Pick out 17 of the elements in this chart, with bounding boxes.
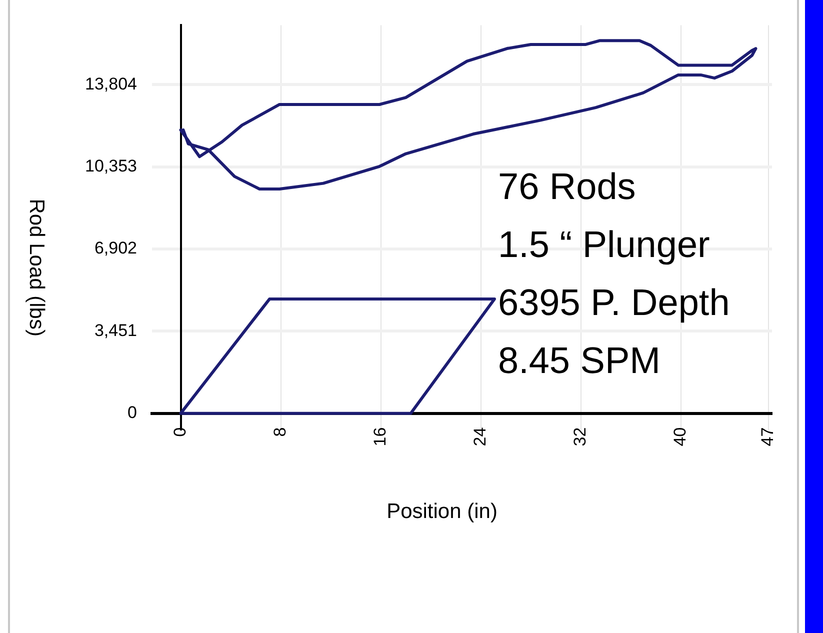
annotation: 8.45 SPM [498, 339, 662, 383]
y-tick-label: 13,804 [85, 74, 137, 94]
y-tick-label: 6,902 [94, 238, 137, 258]
y-tick-label: 0 [128, 403, 137, 422]
x-tick-label: 32 [570, 427, 590, 446]
annotation: 76 Rods [498, 165, 637, 209]
annotation: 6395 P. Depth [498, 281, 730, 325]
x-tick-label: 40 [670, 427, 690, 446]
y-tick-label: 3,451 [94, 320, 137, 340]
y-axis-title: Rod Load (lbs) [25, 198, 48, 336]
x-axis-title: Position (in) [386, 500, 498, 523]
x-tick-label: 16 [370, 427, 390, 446]
y-tick-label: 10,353 [85, 156, 137, 176]
x-tick-label: 24 [470, 427, 490, 446]
x-tick-label: 47 [758, 427, 777, 446]
annotation: 1.5 “ Plunger [498, 223, 711, 267]
x-tick-label: 8 [270, 427, 290, 437]
